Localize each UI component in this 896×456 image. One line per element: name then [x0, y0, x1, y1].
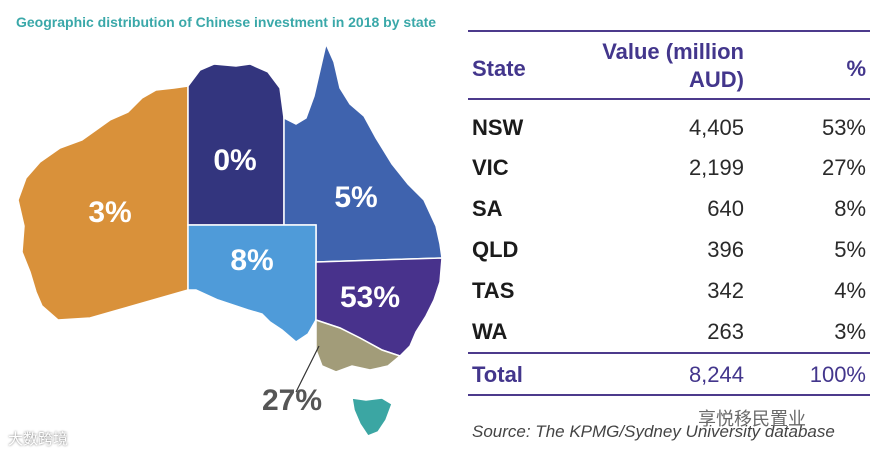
cell-pct: 3% [834, 319, 866, 344]
table-header-rule [468, 98, 870, 100]
region-vic [315, 318, 402, 373]
cell-pct: 4% [834, 278, 866, 303]
column-header-value: Value (million AUD) [544, 38, 744, 94]
vic-pointer-line [295, 345, 320, 393]
table-row: QLD 396 5% [468, 237, 870, 277]
map-label-nsw: 53% [340, 281, 400, 314]
cell-pct: 27% [821, 155, 866, 180]
cell-value: 396 [707, 237, 744, 262]
table-total-rule-bottom [468, 394, 870, 396]
cell-value: 640 [707, 196, 744, 221]
map-label-nt: 0% [213, 144, 256, 177]
cell-state: WA [472, 319, 508, 344]
column-header-pct: % [846, 56, 866, 81]
cell-state: Total [472, 362, 523, 387]
cell-value: 263 [707, 319, 744, 344]
map-label-sa: 8% [230, 244, 273, 277]
australia-map: 3% 0% 5% 8% 53% 27% [17, 41, 443, 437]
column-header-value-line1: Value (million [602, 39, 744, 64]
column-header-value-line2: AUD) [689, 67, 744, 92]
cell-state: QLD [472, 237, 519, 262]
table-top-rule [468, 30, 870, 32]
table-row: VIC 2,199 27% [468, 155, 870, 195]
cell-state: SA [472, 196, 503, 221]
table-row: SA 640 8% [468, 196, 870, 236]
watermark-left: 大数跨境 [8, 431, 69, 448]
region-sa [187, 224, 317, 343]
cell-state: VIC [472, 155, 509, 180]
cell-pct: 5% [834, 237, 866, 262]
cell-state: NSW [472, 115, 524, 140]
cell-pct: 53% [821, 115, 866, 140]
table-row: TAS 342 4% [468, 278, 870, 318]
table-row-total: Total 8,244 100% [468, 362, 870, 402]
cell-state: TAS [472, 278, 515, 303]
cell-value: 2,199 [688, 155, 744, 180]
map-label-vic: 27% [262, 384, 322, 417]
watermark-right: 享悦移民置业 [698, 409, 806, 429]
source-note: Source: The KPMG/Sydney University datab… [472, 422, 835, 441]
cell-value: 8,244 [688, 362, 744, 387]
region-tas [351, 397, 393, 437]
cell-pct: 100% [809, 362, 866, 387]
column-header-state: State [472, 56, 526, 81]
map-title: Geographic distribution of Chinese inves… [16, 14, 437, 30]
table-total-rule-top [468, 352, 870, 354]
region-wa [17, 85, 189, 321]
map-label-qld: 5% [334, 181, 377, 214]
cell-value: 4,405 [688, 115, 744, 140]
cell-value: 342 [707, 278, 744, 303]
table-row: NSW 4,405 53% [468, 115, 870, 155]
cell-pct: 8% [834, 196, 866, 221]
map-label-wa: 3% [88, 196, 131, 229]
table-row: WA 263 3% [468, 319, 870, 359]
